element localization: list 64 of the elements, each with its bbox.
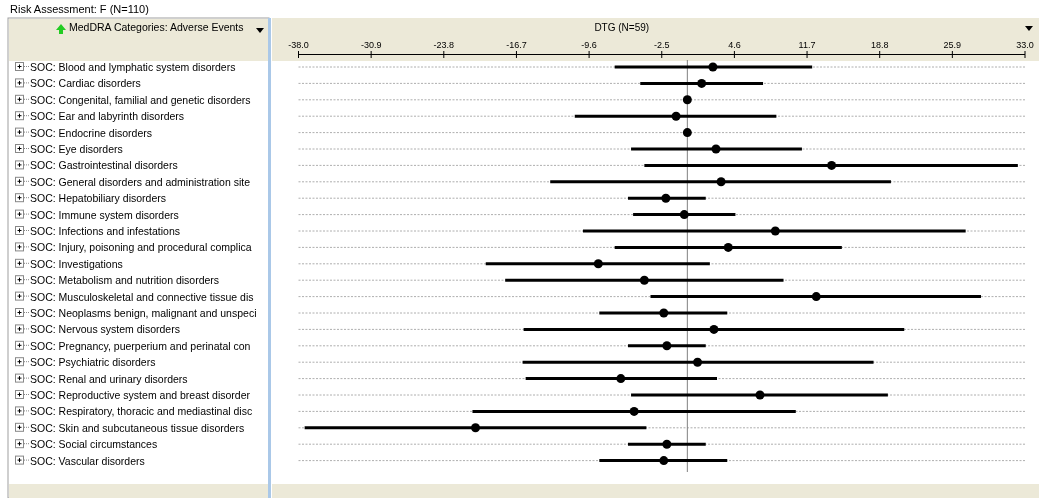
y-tick-label: SOC: Injury, poisoning and procedural complica	[30, 241, 252, 254]
point	[682, 128, 692, 138]
y-tick-label: SOC: Gastrointestinal disorders	[30, 159, 178, 172]
point	[679, 210, 689, 220]
point	[693, 357, 703, 367]
point	[629, 406, 639, 416]
x-tick-label: -23.8	[433, 40, 455, 50]
y-tick-label: SOC: Nervous system disorders	[30, 323, 180, 336]
point	[659, 308, 669, 318]
point	[755, 390, 765, 400]
point	[593, 259, 603, 269]
point	[711, 144, 721, 154]
y-tick-label: SOC: Ear and labyrinth disorders	[30, 110, 185, 123]
y-tick-label: SOC: Renal and urinary disorders	[30, 372, 188, 385]
y-tick-label: SOC: Musculoskeletal and connective tissue dis	[30, 290, 254, 303]
text: Risk Assessment: F (N=110)	[10, 3, 149, 15]
point	[708, 62, 718, 72]
x-tick-label: -9.6	[581, 40, 597, 50]
y-tick-label: SOC: Investigations	[30, 257, 123, 270]
y-tick-label: SOC: Immune system disorders	[30, 208, 179, 221]
y-tick-label: SOC: Social circumstances	[30, 438, 158, 451]
y-axis-title: MedDRA Categories: Adverse Events	[69, 21, 244, 33]
y-tick-label: SOC: Cardiac disorders	[30, 77, 141, 90]
point	[639, 275, 649, 285]
point	[723, 242, 733, 252]
y-tick-label: SOC: Infections and infestations	[30, 225, 180, 237]
point	[662, 341, 672, 351]
x-tick-label: -38.0	[288, 40, 309, 50]
point	[682, 95, 692, 105]
point	[811, 292, 821, 302]
y-tick-label: SOC: Pregnancy, puerperium and perinatal con	[30, 339, 251, 352]
point	[716, 177, 726, 187]
point	[662, 439, 672, 449]
x-tick-label: 25.9	[943, 40, 962, 50]
y-tick-label: SOC: Neoplasms benign, malignant and unspeci	[30, 307, 257, 319]
point	[827, 160, 837, 170]
x-tick-label: 4.6	[728, 40, 741, 50]
y-tick-label: SOC: Psychiatric disorders	[30, 356, 156, 369]
x-tick-label: 11.7	[798, 40, 816, 50]
x-tick-label: -16.7	[506, 40, 527, 50]
x-tick-label: 33.0	[1016, 40, 1034, 50]
y-tick-label: SOC: Endocrine disorders	[30, 126, 152, 139]
y-tick-label: SOC: Respiratory, thoracic and mediastinal disc	[30, 405, 253, 418]
point	[471, 423, 481, 433]
point	[661, 193, 671, 203]
point	[770, 226, 780, 236]
y-tick-label: SOC: Congenital, familial and genetic disorders	[30, 93, 251, 106]
y-tick-label: SOC: Eye disorders	[30, 143, 123, 155]
y-tick-label: SOC: Hepatobiliary disorders	[30, 192, 166, 205]
point	[616, 374, 626, 384]
x-tick-label: -30.9	[360, 40, 382, 50]
y-tick-label: SOC: Reproductive system and breast disorder	[30, 389, 251, 401]
x-tick-label: 18.8	[870, 40, 889, 50]
y-tick-label: SOC: Vascular disorders	[30, 454, 145, 467]
x-axis-title: DTG (N=59)	[594, 22, 650, 33]
y-tick-label: SOC: Skin and subcutaneous tissue disorders	[30, 421, 245, 434]
point	[659, 456, 669, 466]
point	[697, 78, 707, 88]
point	[671, 111, 681, 121]
y-tick-label: SOC: General disorders and administration site	[30, 175, 251, 188]
y-tick-label: SOC: Blood and lymphatic system disorders	[30, 61, 236, 73]
x-tick-label: -2.5	[653, 40, 670, 50]
point	[709, 324, 719, 334]
y-tick-label: SOC: Metabolism and nutrition disorders	[30, 274, 220, 287]
